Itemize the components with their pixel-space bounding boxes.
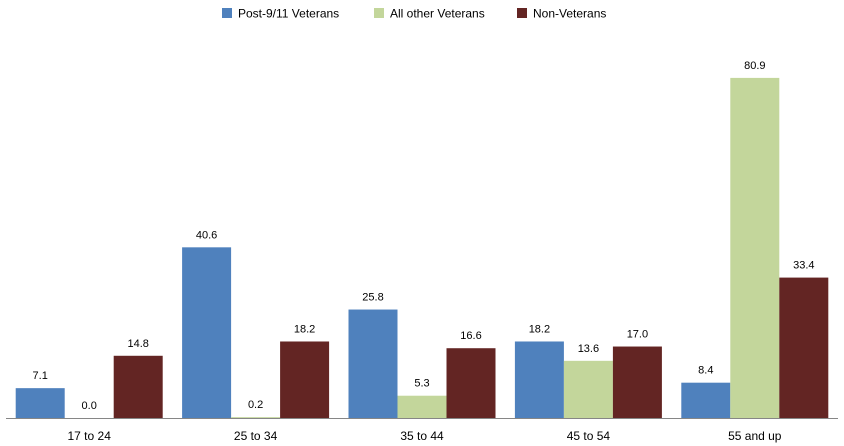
category-label-45-to-54: 45 to 54	[567, 429, 611, 443]
bar-all-other-veterans-55-and-up	[730, 77, 780, 419]
bar-non-veterans-25-to-34	[280, 341, 330, 418]
data-label-non-veterans-35-to-44: 16.6	[460, 330, 481, 342]
data-label-non-veterans-17-to-24: 14.8	[127, 338, 148, 350]
legend-swatch-non-veterans	[517, 8, 527, 18]
legend-item-post-9-11-veterans: Post-9/11 Veterans	[222, 7, 339, 21]
bars-group	[15, 77, 829, 419]
legend-swatch-post-9-11-veterans	[222, 8, 232, 18]
bar-post-9-11-veterans-17-to-24	[15, 388, 65, 418]
category-label-17-to-24: 17 to 24	[68, 429, 112, 443]
bar-non-veterans-55-and-up	[779, 277, 829, 418]
bar-non-veterans-45-to-54	[612, 346, 662, 418]
category-labels-group: 17 to 24 25 to 34 35 to 44 45 to 54 55 and u…	[68, 429, 782, 443]
data-label-non-veterans-25-to-34: 18.2	[294, 323, 315, 335]
bar-post-9-11-veterans-55-and-up	[681, 382, 731, 418]
category-label-55-and-up: 55 and up	[728, 429, 782, 443]
bar-all-other-veterans-25-to-34	[231, 417, 281, 418]
data-label-all-other-veterans-17-to-24: 0.0	[82, 400, 97, 412]
category-label-25-to-34: 25 to 34	[234, 429, 278, 443]
bar-all-other-veterans-45-to-54	[563, 360, 613, 418]
data-label-post-9-11-veterans-17-to-24: 7.1	[33, 370, 48, 382]
bar-non-veterans-17-to-24	[113, 355, 163, 418]
legend: Post-9/11 Veterans All other Veterans Non-…	[222, 7, 606, 21]
data-label-all-other-veterans-35-to-44: 5.3	[414, 378, 429, 390]
bar-post-9-11-veterans-25-to-34	[182, 247, 232, 418]
data-label-non-veterans-55-and-up: 33.4	[793, 260, 814, 272]
legend-item-non-veterans: Non-Veterans	[517, 7, 606, 21]
legend-label-all-other-veterans: All other Veterans	[390, 7, 485, 21]
data-label-non-veterans-45-to-54: 17.0	[627, 329, 648, 341]
bar-non-veterans-35-to-44	[446, 348, 496, 418]
data-label-post-9-11-veterans-25-to-34: 40.6	[196, 229, 217, 241]
data-labels-group: 7.1 0.0 14.8 40.6 0.2 18.2 25.8 5.3 16.6 18.2 13.6…	[33, 60, 815, 412]
bar-all-other-veterans-35-to-44	[397, 395, 447, 418]
bar-post-9-11-veterans-35-to-44	[348, 309, 398, 418]
legend-swatch-all-other-veterans	[374, 8, 384, 18]
legend-label-post-9-11-veterans: Post-9/11 Veterans	[238, 7, 339, 21]
legend-item-all-other-veterans: All other Veterans	[374, 7, 485, 21]
bar-post-9-11-veterans-45-to-54	[514, 341, 564, 418]
category-label-35-to-44: 35 to 44	[400, 429, 444, 443]
data-label-post-9-11-veterans-55-and-up: 8.4	[698, 365, 713, 377]
data-label-all-other-veterans-55-and-up: 80.9	[744, 60, 765, 72]
data-label-all-other-veterans-25-to-34: 0.2	[248, 399, 263, 411]
legend-label-non-veterans: Non-Veterans	[533, 7, 606, 21]
data-label-post-9-11-veterans-45-to-54: 18.2	[529, 323, 550, 335]
data-label-all-other-veterans-45-to-54: 13.6	[578, 343, 599, 355]
data-label-post-9-11-veterans-35-to-44: 25.8	[362, 292, 383, 304]
